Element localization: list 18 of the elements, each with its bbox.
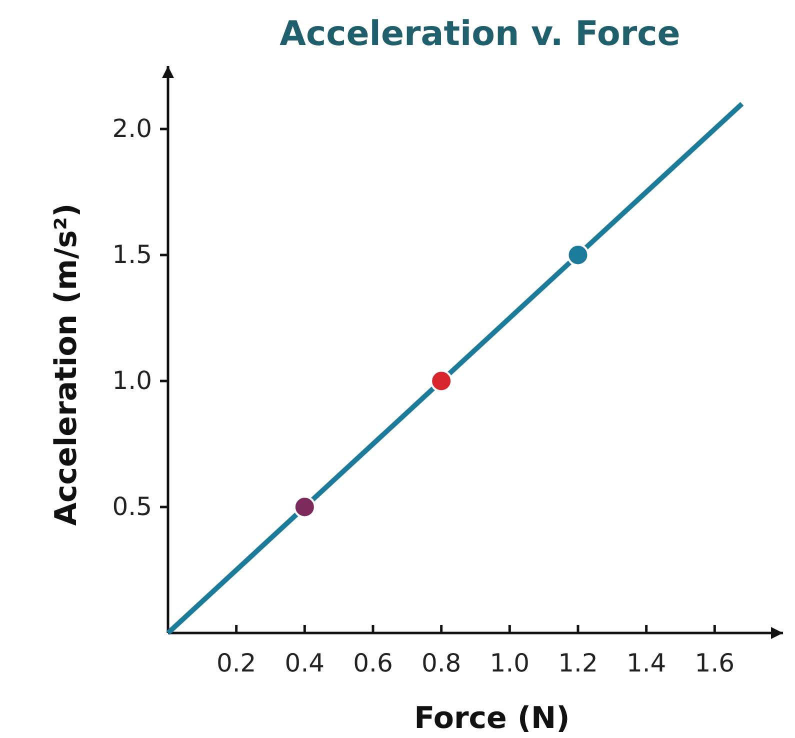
y-axis-title: Acceleration (m/s²) xyxy=(49,203,84,526)
chart-title: Acceleration v. Force xyxy=(280,14,680,54)
point xyxy=(430,370,453,392)
x-tick-label: 0.2 xyxy=(216,648,256,678)
y-tick-label: 1.5 xyxy=(112,240,152,269)
y-tick-label: 1.0 xyxy=(112,366,152,395)
y-tick-label: 0.5 xyxy=(112,492,152,521)
x-tick-label: 0.6 xyxy=(353,648,393,678)
x-tick-label: 1.6 xyxy=(694,648,735,678)
x-tick-label: 1.0 xyxy=(490,648,530,678)
x-tick-label: 1.4 xyxy=(626,648,666,678)
y-tick-label: 2.0 xyxy=(112,114,152,143)
x-axis-title: Force (N) xyxy=(414,701,570,736)
x-tick-label: 0.4 xyxy=(284,648,325,678)
x-tick-label: 0.8 xyxy=(421,648,462,678)
point xyxy=(293,496,316,518)
x-tick-label: 1.2 xyxy=(558,648,598,678)
point xyxy=(566,244,590,266)
